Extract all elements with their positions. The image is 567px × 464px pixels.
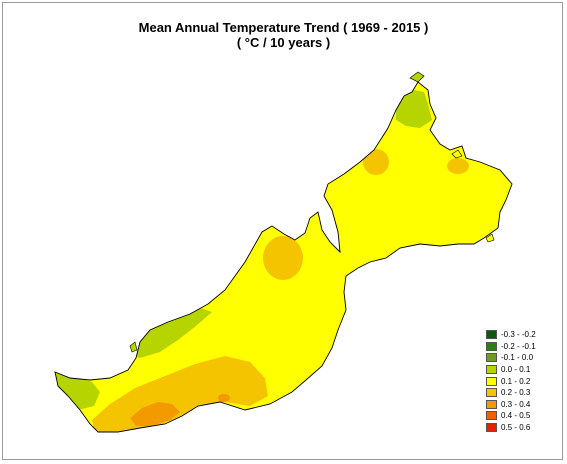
legend: -0.3 - -0.2 -0.2 - -0.1 -0.1 - 0.0 0.0 - 0.… — [486, 329, 536, 433]
zone-0-2-to-0-3-central — [263, 236, 303, 280]
legend-swatch — [486, 330, 497, 340]
zone-0-3-to-0-4-south — [130, 402, 180, 426]
legend-swatch — [486, 423, 497, 433]
zone-0-0-to-0-1-northwest — [128, 308, 212, 358]
legend-item: 0.0 - 0.1 — [486, 364, 536, 376]
legend-swatch — [486, 388, 497, 398]
zone-0-2-to-0-3-northeast-1 — [363, 149, 389, 175]
island-southeast — [485, 233, 495, 243]
legend-label: 0.1 - 0.2 — [501, 376, 531, 386]
island-west — [129, 341, 138, 353]
legend-item: -0.1 - 0.0 — [486, 352, 536, 364]
island-north — [409, 71, 425, 83]
legend-label: -0.2 - -0.1 — [501, 341, 536, 351]
legend-item: 0.4 - 0.5 — [486, 410, 536, 422]
zone-0-3-to-0-4-edge — [218, 394, 230, 402]
title-line-2: ( °C / 10 years ) — [236, 35, 331, 50]
temperature-zones — [55, 82, 512, 432]
legend-swatch — [486, 411, 497, 421]
legend-swatch — [486, 353, 497, 363]
legend-swatch — [486, 341, 497, 351]
legend-item: 0.2 - 0.3 — [486, 387, 536, 399]
island-east — [451, 149, 463, 159]
legend-label: 0.3 - 0.4 — [501, 399, 531, 409]
title-line-1: Mean Annual Temperature Trend ( 1969 - 2… — [138, 20, 429, 35]
legend-label: -0.1 - 0.0 — [501, 353, 534, 363]
legend-label: 0.4 - 0.5 — [501, 411, 531, 421]
legend-swatch — [486, 399, 497, 409]
zone-0-2-to-0-3-northeast-2 — [447, 158, 469, 174]
map-title: Mean Annual Temperature Trend ( 1969 - 2… — [0, 20, 567, 50]
legend-swatch — [486, 365, 497, 375]
legend-swatch — [486, 376, 497, 386]
legend-item: -0.3 - -0.2 — [486, 329, 536, 341]
legend-label: 0.2 - 0.3 — [501, 388, 531, 398]
legend-label: 0.5 - 0.6 — [501, 423, 531, 433]
zone-0-0-to-0-1-north — [396, 90, 432, 128]
legend-item: 0.3 - 0.4 — [486, 399, 536, 411]
legend-item: 0.1 - 0.2 — [486, 375, 536, 387]
zone-0-0-to-0-1-southwest — [55, 368, 100, 410]
legend-item: -0.2 - -0.1 — [486, 341, 536, 353]
legend-label: 0.0 - 0.1 — [501, 365, 531, 375]
legend-item: 0.5 - 0.6 — [486, 422, 536, 434]
legend-label: -0.3 - -0.2 — [501, 330, 536, 340]
